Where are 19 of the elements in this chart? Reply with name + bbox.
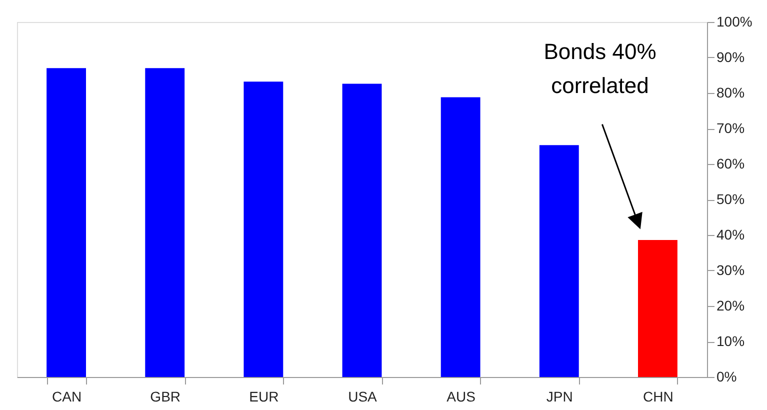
x-tick-label: CHN xyxy=(643,388,674,404)
x-tick-label: JPN xyxy=(546,388,573,404)
x-tick-label: CAN xyxy=(52,388,82,404)
annotation: Bonds 40% correlated xyxy=(544,39,656,98)
y-tick-label: 80% xyxy=(716,84,745,100)
y-tick-label: 0% xyxy=(716,368,737,384)
y-tick-label: 70% xyxy=(716,120,745,136)
x-tick-label: AUS xyxy=(446,388,476,404)
y-tick-label: 20% xyxy=(716,298,745,314)
y-tick-label: 60% xyxy=(716,156,745,172)
x-tick-label: GBR xyxy=(150,388,181,404)
y-tick-label: 30% xyxy=(716,262,745,278)
y-tick-label: 100% xyxy=(716,14,752,30)
x-tick-label: USA xyxy=(348,388,378,404)
y-tick-label: 90% xyxy=(716,49,745,65)
y-tick-label: 10% xyxy=(716,333,745,349)
y-tick-label: 40% xyxy=(716,226,745,242)
y-tick-label: 50% xyxy=(716,191,745,207)
x-tick-label: EUR xyxy=(249,388,279,404)
